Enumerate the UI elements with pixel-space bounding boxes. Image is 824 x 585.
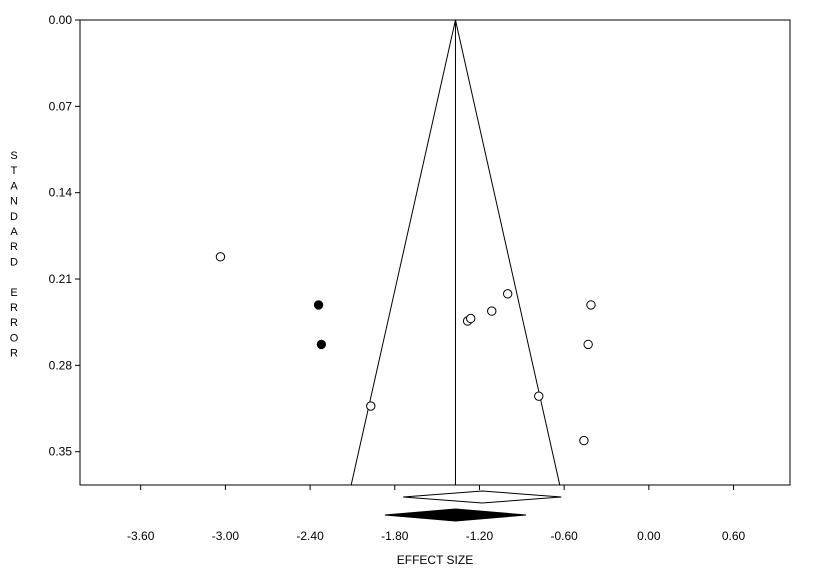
data-point — [316, 339, 327, 350]
x-tick-label: -2.40 — [296, 529, 324, 543]
x-tick-label: -3.60 — [127, 529, 155, 543]
x-tick-label: -1.80 — [381, 529, 409, 543]
summary-diamond — [384, 508, 527, 522]
y-tick-label: 0.35 — [49, 445, 73, 459]
data-point — [534, 391, 544, 401]
data-point — [215, 252, 226, 262]
data-point — [586, 300, 596, 310]
data-point — [487, 306, 497, 316]
y-tick-label: 0.21 — [49, 272, 73, 286]
funnel-edge — [454, 19, 561, 486]
x-tick-label: 0.00 — [637, 529, 661, 543]
plot-frame — [79, 19, 791, 486]
funnel-edge — [350, 19, 456, 486]
x-tick-label: -1.20 — [466, 529, 494, 543]
y-tick-label: 0.14 — [49, 186, 73, 200]
y-tick-label: 0.07 — [49, 99, 73, 113]
data-point — [579, 435, 589, 446]
x-tick-label: 0.60 — [722, 529, 746, 543]
data-point — [466, 313, 476, 324]
x-tick-label: -0.60 — [550, 529, 578, 543]
data-point — [313, 300, 324, 310]
data-point — [583, 339, 593, 350]
x-axis-label: EFFECT SIZE — [397, 553, 473, 567]
x-tick-label: -3.00 — [212, 529, 240, 543]
data-point — [366, 401, 376, 411]
y-tick-label: 0.28 — [49, 358, 73, 372]
y-axis-label: STANDARD ERROR — [8, 150, 20, 363]
y-tick-label: 0.00 — [49, 13, 73, 27]
data-point — [502, 289, 513, 299]
summary-diamond — [403, 490, 562, 504]
